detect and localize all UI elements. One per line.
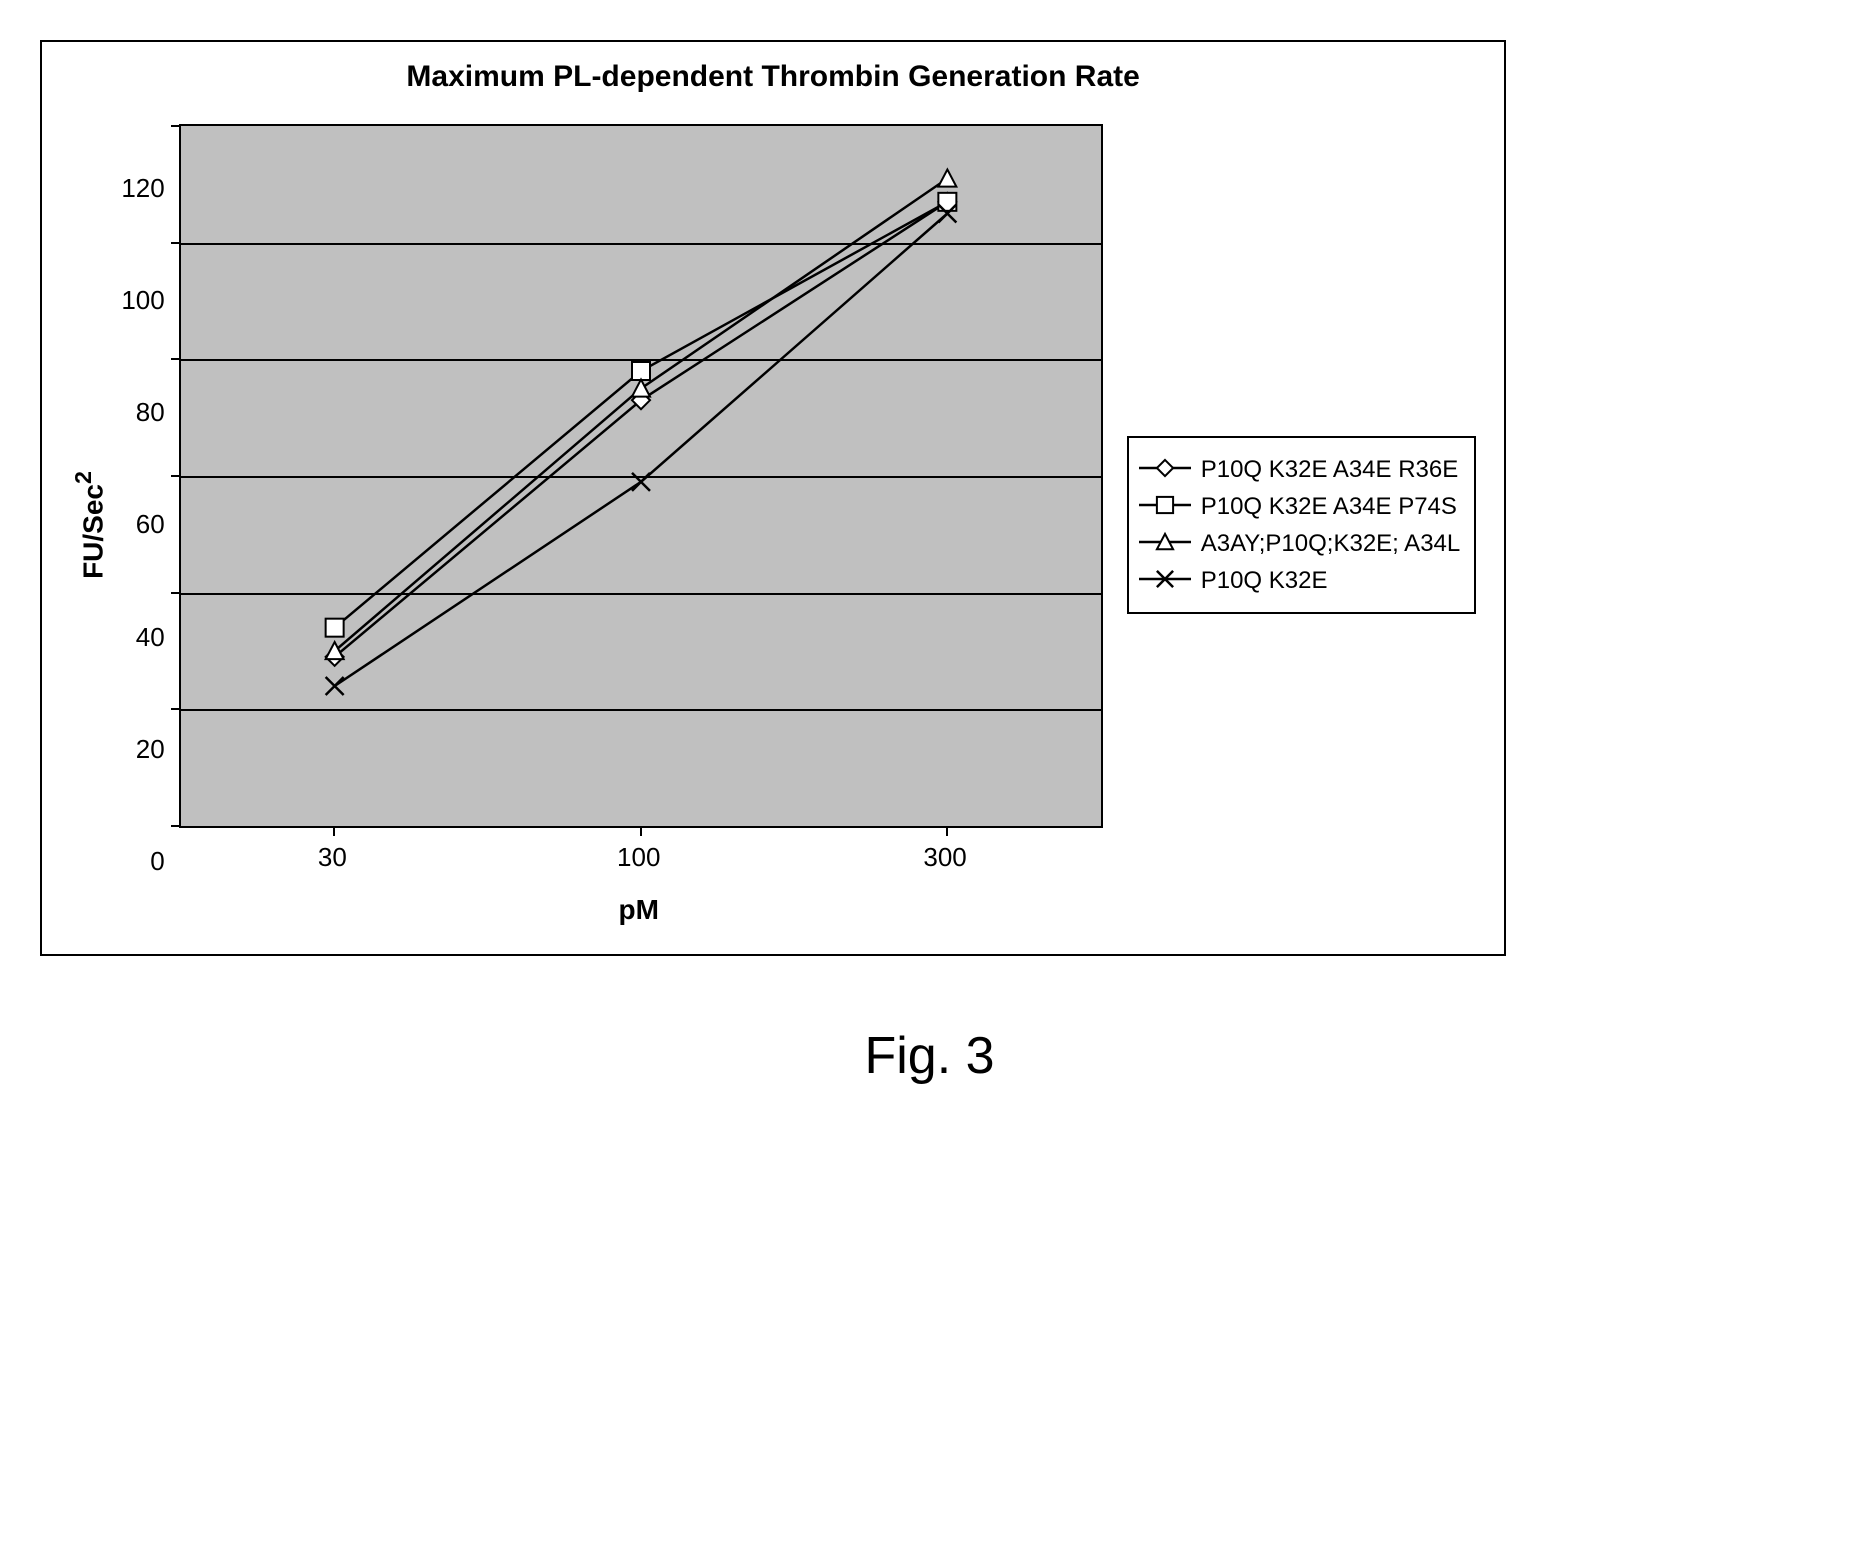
x-tickmark [333, 826, 335, 836]
plot-column: 30 100 300 pM [179, 124, 1103, 926]
figure-caption: Fig. 3 [40, 1026, 1819, 1086]
legend-item: P10Q K32E A34E R36E [1139, 454, 1461, 485]
plot-area [179, 124, 1103, 828]
legend-label: P10Q K32E A34E R36E [1201, 454, 1459, 485]
series-line [334, 214, 947, 687]
y-tickmark [171, 242, 181, 244]
y-tick: 120 [121, 173, 164, 204]
series-line [334, 202, 947, 628]
y-tick: 0 [150, 846, 164, 877]
legend: P10Q K32E A34E R36E P10Q K32E A34E P74S A3… [1127, 436, 1477, 615]
y-tick: 80 [136, 397, 165, 428]
x-tickmark [640, 826, 642, 836]
legend-swatch-icon [1139, 565, 1191, 593]
x-tick: 300 [923, 842, 966, 873]
legend-swatch-icon [1139, 491, 1191, 519]
x-axis-label: pM [179, 894, 1099, 926]
series-marker [938, 170, 956, 187]
y-tickmark [171, 708, 181, 710]
chart-frame: Maximum PL-dependent Thrombin Generation… [40, 40, 1506, 956]
x-tick: 100 [617, 842, 660, 873]
y-tick: 40 [136, 622, 165, 653]
x-tickmark [946, 826, 948, 836]
legend-label: P10Q K32E A34E P74S [1201, 491, 1457, 522]
series-marker [632, 362, 650, 380]
x-tick: 30 [318, 842, 347, 873]
legend-label: P10Q K32E [1201, 565, 1328, 596]
series-line [334, 202, 947, 657]
series-marker [632, 380, 650, 397]
y-tick-labels: 120 100 80 60 40 20 0 [121, 173, 178, 877]
legend-item: A3AY;P10Q;K32E; A34L [1139, 528, 1461, 559]
series-marker [632, 473, 650, 491]
y-tick: 100 [121, 285, 164, 316]
y-tick: 60 [136, 509, 165, 540]
legend-item: P10Q K32E [1139, 565, 1461, 596]
y-tickmark [171, 125, 181, 127]
series-layer [181, 126, 1101, 826]
y-tick: 20 [136, 734, 165, 765]
x-tick-labels: 30 100 300 [179, 842, 1099, 874]
y-tickmark [171, 475, 181, 477]
y-tickmark [171, 825, 181, 827]
plot-row: FU/Sec2 120 100 80 60 40 20 0 30 100 300 pM P10Q… [70, 124, 1476, 926]
y-tickmark [171, 592, 181, 594]
y-axis-label: FU/Sec2 [70, 471, 109, 579]
series-marker [325, 677, 343, 695]
legend-label: A3AY;P10Q;K32E; A34L [1201, 528, 1461, 559]
series-marker [325, 619, 343, 637]
legend-swatch-icon [1139, 454, 1191, 482]
chart-title: Maximum PL-dependent Thrombin Generation… [70, 60, 1476, 94]
legend-swatch-icon [1139, 528, 1191, 556]
y-tickmark [171, 358, 181, 360]
legend-item: P10Q K32E A34E P74S [1139, 491, 1461, 522]
